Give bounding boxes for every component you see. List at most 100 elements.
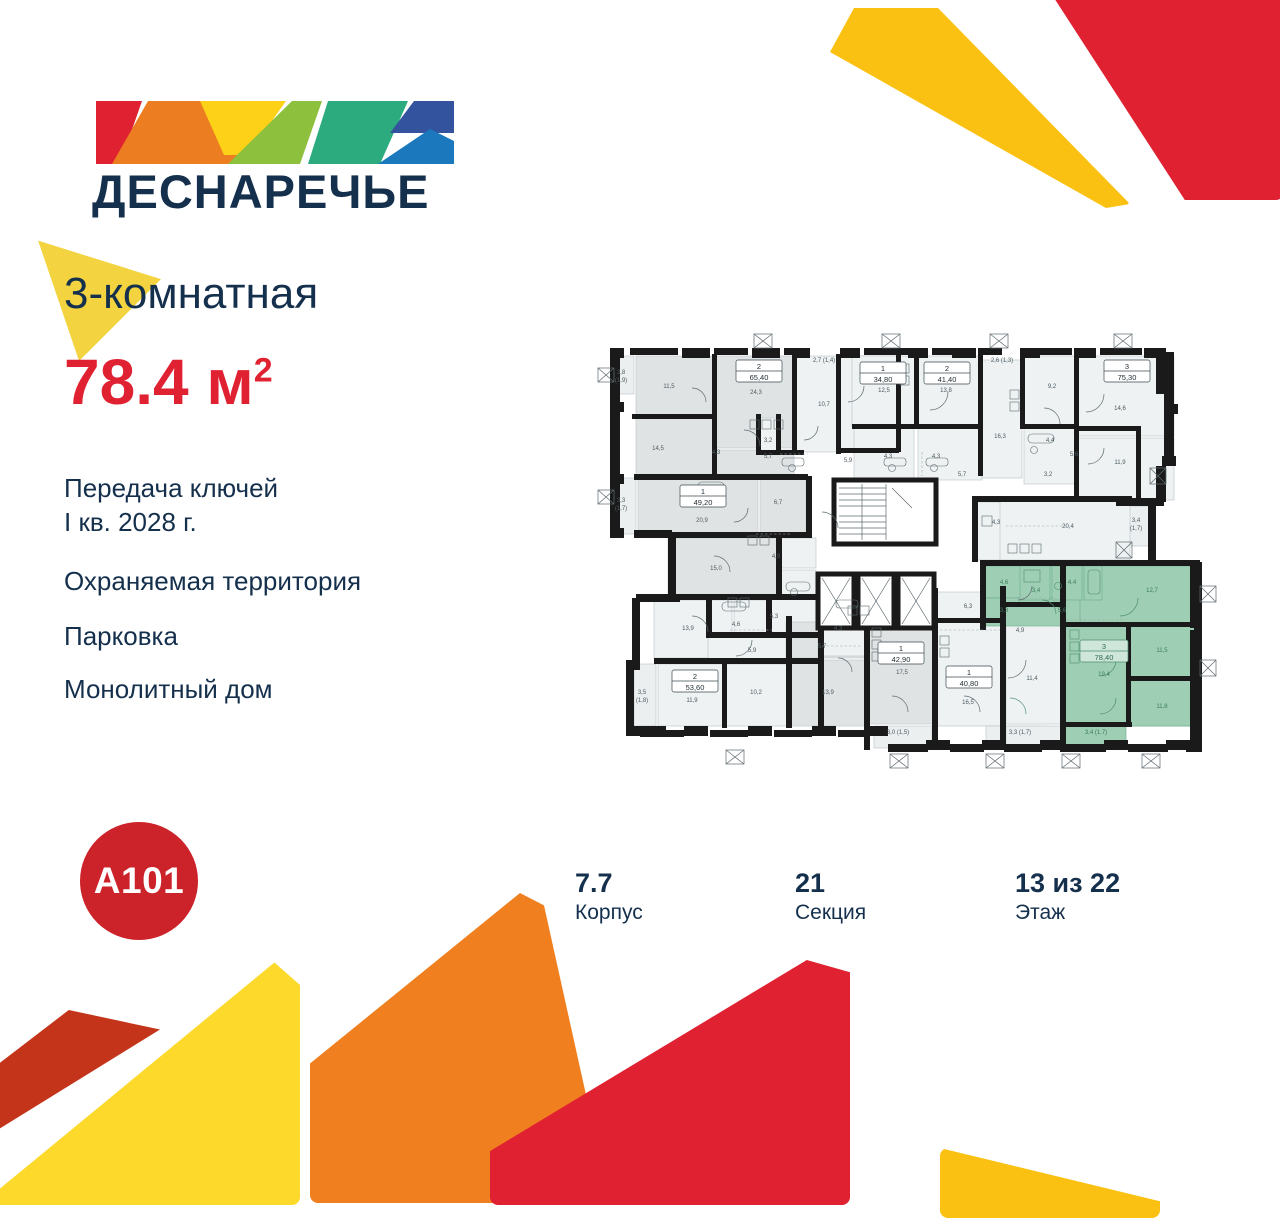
svg-text:2: 2 — [945, 364, 949, 373]
svg-text:1: 1 — [881, 364, 885, 373]
svg-text:3,4: 3,4 — [1132, 518, 1141, 524]
svg-text:5,9: 5,9 — [748, 648, 757, 654]
feature-key-handover: Передача ключей I кв. 2028 г. — [64, 472, 278, 540]
svg-text:5,6: 5,6 — [1070, 452, 1079, 458]
unit-tag-42-90: 1 42,90 — [877, 641, 925, 665]
footer-stats: 7.7 Корпус 21 Секция 13 из 22 Этаж — [575, 868, 1235, 926]
stat-building: 7.7 Корпус — [575, 868, 795, 926]
svg-text:1: 1 — [899, 644, 903, 653]
stat-section-label: Секция — [795, 901, 867, 925]
developer-badge-label: A101 — [93, 860, 185, 901]
svg-text:4,3: 4,3 — [712, 450, 721, 456]
unit-tag-49-20: 1 49,20 — [679, 484, 727, 508]
area-unit: м — [206, 346, 254, 418]
svg-text:3: 3 — [1102, 642, 1106, 651]
svg-text:3,3: 3,3 — [1000, 608, 1009, 614]
svg-text:12,5: 12,5 — [878, 388, 890, 394]
svg-text:75,30: 75,30 — [1118, 373, 1137, 382]
svg-text:1: 1 — [701, 487, 705, 496]
svg-text:13,9: 13,9 — [822, 690, 834, 696]
svg-text:13,9: 13,9 — [682, 626, 694, 632]
floor-plan[interactable]: .rm { fill:#eef2f3; stroke:#b8c2c6; stro… — [596, 330, 1220, 770]
svg-text:12,7: 12,7 — [1146, 588, 1158, 594]
feature-monolithic-building: Монолитный дом — [64, 674, 273, 704]
unit-tag-75-30: 3 75,30 — [1103, 359, 1151, 383]
svg-text:5,9: 5,9 — [844, 458, 853, 464]
svg-text:6,7: 6,7 — [774, 500, 783, 506]
unit-tag-53-60: 2 53,60 — [671, 669, 719, 693]
brand-wordmark: ДЕСНАРЕЧЬЕ — [92, 165, 430, 218]
svg-text:3,0 (1,5): 3,0 (1,5) — [887, 730, 909, 736]
stat-section: 21 Секция — [795, 868, 1015, 926]
stat-floor-value: 13 из 22 — [1015, 868, 1121, 898]
feature-line-2: I кв. 2028 г. — [64, 506, 197, 537]
svg-text:13,8: 13,8 — [940, 388, 952, 394]
svg-text:17,5: 17,5 — [896, 670, 908, 676]
svg-text:42,90: 42,90 — [892, 655, 911, 664]
svg-text:10,7: 10,7 — [818, 402, 830, 408]
svg-text:10,2: 10,2 — [750, 690, 762, 696]
developer-badge-a101: A101 — [80, 822, 198, 940]
svg-text:4,3: 4,3 — [834, 626, 843, 632]
svg-text:(1,7): (1,7) — [1130, 526, 1142, 532]
svg-text:34,80: 34,80 — [874, 375, 893, 384]
svg-text:3,2: 3,2 — [764, 438, 773, 444]
area-exponent: 2 — [253, 351, 273, 390]
feature-secured-territory: Охраняемая территория — [64, 566, 362, 596]
feature-parking: Парковка — [64, 621, 178, 651]
unit-tag-78-40-highlighted: 3 78,40 — [1079, 639, 1129, 663]
svg-text:4,6: 4,6 — [732, 622, 741, 628]
svg-text:11,5: 11,5 — [663, 384, 675, 390]
svg-text:5,7: 5,7 — [958, 472, 967, 478]
unit-tag-34-80: 1 34,80 — [859, 361, 907, 385]
svg-text:(1,8): (1,8) — [636, 698, 648, 704]
svg-text:16,3: 16,3 — [994, 434, 1006, 440]
svg-text:3,4: 3,4 — [1032, 588, 1041, 594]
svg-text:11,4: 11,4 — [1026, 676, 1038, 682]
svg-text:41,40: 41,40 — [938, 375, 957, 384]
apartment-area-value: 78.4 м2 — [64, 350, 273, 414]
svg-text:11,9: 11,9 — [686, 698, 698, 704]
svg-text:53,60: 53,60 — [686, 683, 705, 692]
svg-text:15,0: 15,0 — [710, 566, 722, 572]
svg-text:9,2: 9,2 — [1048, 384, 1057, 390]
stat-building-label: Корпус — [575, 901, 643, 925]
room-area-labels: 3,8(1,9) 11,5 24,3 14,5 3,2 4,3 5,7 2,7 … — [615, 358, 1142, 736]
svg-text:4,3: 4,3 — [992, 520, 1001, 526]
svg-text:4,3: 4,3 — [932, 454, 941, 460]
svg-text:4,6: 4,6 — [1000, 580, 1009, 586]
stat-floor: 13 из 22 Этаж — [1015, 868, 1235, 926]
svg-text:3,3 (1,7): 3,3 (1,7) — [1009, 730, 1031, 736]
svg-text:40,80: 40,80 — [960, 679, 979, 688]
svg-text:14,6: 14,6 — [1114, 406, 1126, 412]
svg-text:16,5: 16,5 — [962, 700, 974, 706]
svg-text:6,3: 6,3 — [964, 604, 973, 610]
unit-tag-40-80: 1 40,80 — [945, 665, 993, 689]
svg-text:5,7: 5,7 — [818, 644, 827, 650]
svg-text:4,9: 4,9 — [772, 554, 781, 560]
area-number: 78.4 — [64, 346, 189, 418]
floor-plan-svg[interactable]: .rm { fill:#eef2f3; stroke:#b8c2c6; stro… — [596, 330, 1220, 770]
svg-text:78,40: 78,40 — [1095, 653, 1114, 662]
svg-text:2,7 (1,4): 2,7 (1,4) — [813, 358, 835, 364]
unit-tag-65-40: 2 65,40 — [735, 359, 783, 383]
svg-text:2: 2 — [693, 672, 697, 681]
svg-text:24,3: 24,3 — [750, 390, 762, 396]
svg-text:20,9: 20,9 — [696, 518, 708, 524]
stat-floor-label: Этаж — [1015, 901, 1066, 925]
svg-text:14,5: 14,5 — [652, 446, 664, 452]
svg-text:1: 1 — [967, 668, 971, 677]
svg-text:3,2: 3,2 — [1044, 472, 1053, 478]
svg-text:49,20: 49,20 — [694, 498, 713, 507]
svg-text:11,8: 11,8 — [1156, 704, 1168, 710]
svg-text:3,4 (1,7): 3,4 (1,7) — [1085, 730, 1107, 736]
stat-section-value: 21 — [795, 868, 826, 898]
svg-text:5,3: 5,3 — [770, 614, 779, 620]
svg-text:11,5: 11,5 — [1156, 648, 1168, 654]
svg-text:3: 3 — [1125, 362, 1129, 371]
svg-text:3,3: 3,3 — [617, 498, 626, 504]
highlighted-room-area-labels: 4,6 3,4 4,4 12,7 3,3 5,6 19,4 11,5 11,8 … — [1000, 580, 1168, 736]
svg-text:2: 2 — [757, 362, 761, 371]
unit-tag-41-40: 2 41,40 — [923, 361, 971, 385]
svg-text:11,9: 11,9 — [1114, 460, 1126, 466]
